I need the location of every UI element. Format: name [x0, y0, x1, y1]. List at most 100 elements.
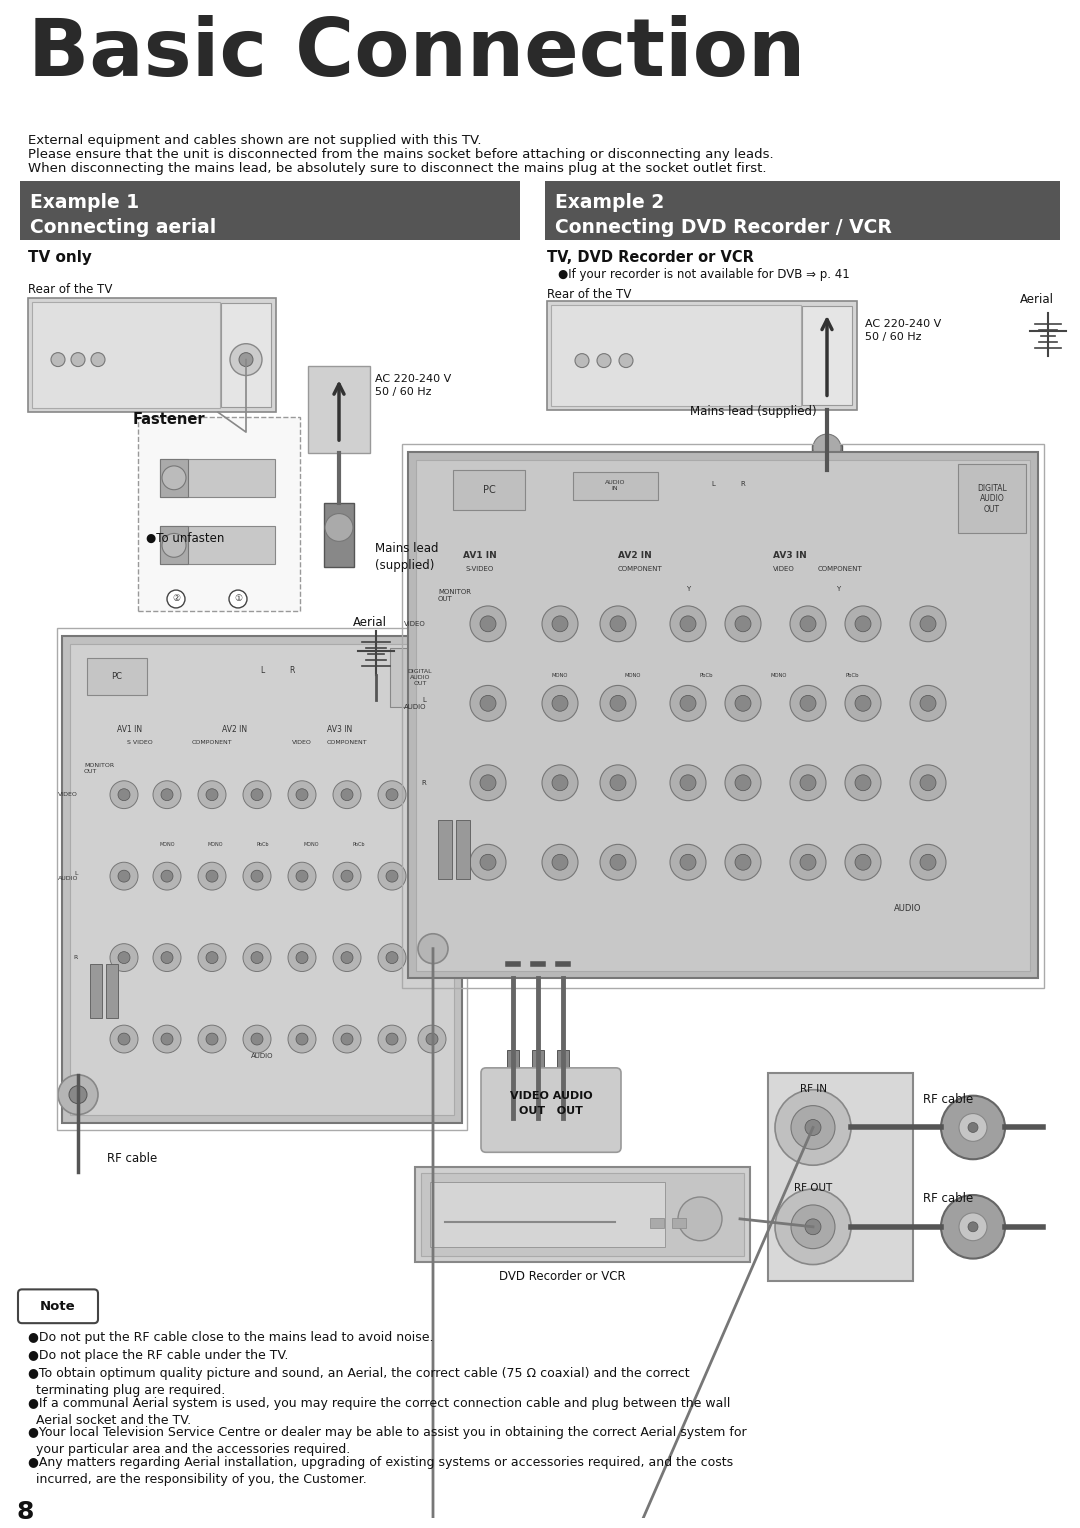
Circle shape: [855, 854, 870, 869]
Circle shape: [910, 766, 946, 801]
Circle shape: [680, 616, 696, 631]
Text: ●Do not put the RF cable close to the mains lead to avoid noise.: ●Do not put the RF cable close to the ma…: [28, 1331, 433, 1345]
Text: COMPONENT: COMPONENT: [618, 567, 663, 571]
Text: AV2 IN: AV2 IN: [618, 552, 651, 561]
Circle shape: [386, 788, 399, 801]
Text: S-VIDEO: S-VIDEO: [465, 567, 495, 571]
Bar: [106, 964, 118, 1018]
Circle shape: [243, 944, 271, 972]
Text: When disconnecting the mains lead, be absolutely sure to disconnect the mains pl: When disconnecting the mains lead, be ab…: [28, 162, 767, 174]
Bar: [532, 1050, 544, 1089]
Circle shape: [243, 862, 271, 889]
FancyBboxPatch shape: [481, 1068, 621, 1152]
Circle shape: [118, 788, 130, 801]
Text: S VIDEO: S VIDEO: [127, 740, 152, 746]
Circle shape: [325, 513, 353, 541]
Text: MONO: MONO: [552, 672, 568, 677]
Bar: [57, 628, 467, 1131]
Circle shape: [333, 1025, 361, 1053]
Circle shape: [504, 1094, 522, 1111]
Circle shape: [378, 862, 406, 889]
Circle shape: [341, 1033, 353, 1045]
Circle shape: [845, 845, 881, 880]
Circle shape: [789, 766, 826, 801]
Circle shape: [552, 695, 568, 711]
Circle shape: [920, 775, 936, 790]
Text: Aerial: Aerial: [1020, 293, 1054, 306]
Text: VIDEO AUDIO: VIDEO AUDIO: [510, 1091, 592, 1100]
Text: COMPONENT: COMPONENT: [327, 740, 367, 746]
Bar: [672, 1218, 686, 1229]
Circle shape: [426, 788, 438, 801]
Circle shape: [968, 1123, 978, 1132]
Text: MONITOR
OUT: MONITOR OUT: [438, 590, 471, 602]
Circle shape: [341, 869, 353, 882]
Circle shape: [610, 775, 626, 790]
Circle shape: [813, 434, 841, 461]
Text: Note: Note: [40, 1300, 76, 1313]
Circle shape: [288, 944, 316, 972]
Text: Mains lead
(supplied): Mains lead (supplied): [375, 542, 438, 573]
Circle shape: [542, 607, 578, 642]
Bar: [430, 1183, 665, 1247]
Bar: [221, 303, 271, 408]
Circle shape: [118, 952, 130, 964]
Circle shape: [162, 533, 186, 558]
Text: PbCb: PbCb: [353, 842, 365, 848]
Circle shape: [378, 1025, 406, 1053]
Circle shape: [725, 766, 761, 801]
Circle shape: [58, 1074, 98, 1114]
Circle shape: [480, 695, 496, 711]
Bar: [453, 471, 525, 510]
Bar: [551, 306, 801, 406]
Text: Please ensure that the unit is disconnected from the mains socket before attachi: Please ensure that the unit is disconnec…: [28, 148, 773, 160]
Circle shape: [575, 353, 589, 368]
Circle shape: [251, 788, 264, 801]
Circle shape: [386, 869, 399, 882]
Circle shape: [855, 616, 870, 631]
Bar: [70, 643, 454, 1114]
Bar: [557, 1050, 569, 1089]
Text: External equipment and cables shown are not supplied with this TV.: External equipment and cables shown are …: [28, 134, 482, 147]
Text: R: R: [741, 481, 745, 487]
Circle shape: [153, 862, 181, 889]
Circle shape: [791, 1106, 835, 1149]
Bar: [438, 819, 453, 879]
Circle shape: [296, 952, 308, 964]
Circle shape: [153, 1025, 181, 1053]
Circle shape: [910, 845, 946, 880]
Circle shape: [206, 788, 218, 801]
Text: RF cable: RF cable: [107, 1152, 158, 1166]
Text: ②: ②: [172, 594, 180, 604]
Circle shape: [725, 845, 761, 880]
Circle shape: [775, 1089, 851, 1166]
Circle shape: [162, 466, 186, 490]
Circle shape: [378, 944, 406, 972]
Circle shape: [600, 607, 636, 642]
Circle shape: [198, 862, 226, 889]
Text: Rear of the TV: Rear of the TV: [28, 283, 112, 296]
Circle shape: [725, 686, 761, 721]
Circle shape: [968, 1222, 978, 1232]
Circle shape: [288, 781, 316, 808]
Bar: [421, 1174, 744, 1256]
Circle shape: [789, 686, 826, 721]
Circle shape: [542, 845, 578, 880]
Bar: [408, 452, 1038, 978]
Circle shape: [153, 944, 181, 972]
Circle shape: [910, 686, 946, 721]
Text: AV2 IN: AV2 IN: [222, 726, 247, 733]
Circle shape: [470, 686, 507, 721]
Circle shape: [386, 1033, 399, 1045]
Text: OUT   OUT: OUT OUT: [519, 1106, 583, 1115]
Circle shape: [480, 775, 496, 790]
Text: DIGITAL
AUDIO
OUT: DIGITAL AUDIO OUT: [407, 669, 432, 686]
Text: COMPONENT: COMPONENT: [818, 567, 863, 571]
Circle shape: [470, 766, 507, 801]
Text: VIDEO: VIDEO: [58, 792, 78, 798]
Bar: [402, 445, 1044, 989]
Circle shape: [610, 616, 626, 631]
Text: PC: PC: [483, 484, 496, 495]
Circle shape: [198, 944, 226, 972]
Circle shape: [678, 1196, 723, 1241]
